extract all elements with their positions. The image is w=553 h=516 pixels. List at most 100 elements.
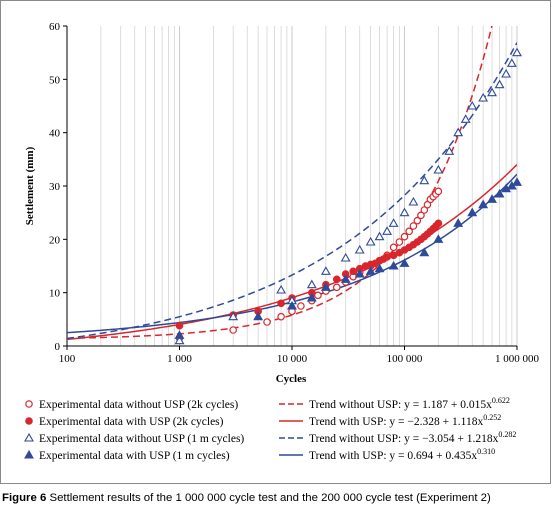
data-point [277,312,285,321]
data-point [467,100,478,110]
data-point [467,207,478,217]
data-point [389,243,398,252]
legend-marker [25,400,33,408]
legend-label: Trend without USP: y = 1.187 + 0.015x0.6… [309,396,510,411]
legend-marker [25,417,33,425]
data-point [374,263,385,273]
x-tick-label: 100 [59,353,76,365]
data-point [174,330,185,339]
data-point [320,282,331,291]
legend-label: Trend with USP: y = 0.694 + 0.435x0.310 [309,447,495,462]
series-4 [174,177,522,339]
data-point [399,207,410,217]
data-point [487,87,497,97]
data-point [417,211,425,220]
caption-label: Figure 6 [2,492,47,504]
data-point [263,318,271,326]
x-tick-label: 100 000 [387,353,423,365]
grid [66,26,518,346]
y-axis-title: Settlement (mm) [24,146,36,225]
data-point [340,274,351,283]
data-point [388,260,399,270]
data-point [506,58,517,67]
data-point [340,252,351,262]
data-point [413,216,422,225]
data-point [332,275,341,284]
tick-labels: 0 10 20 30 40 50 60 100 1 000 10 000 100 000 1 000 … [49,21,540,365]
data-point [365,236,376,246]
legend-marker [24,432,34,442]
data-point [419,175,430,185]
data-point [228,311,239,321]
x-tick-label: 10 000 [277,353,308,365]
data-point [408,196,419,206]
data-point [174,335,185,345]
data-point [306,292,317,302]
data-point [494,79,505,89]
legend-label: Experimental data with USP (2k cycles) [39,416,224,428]
y-tick-label: 20 [49,234,61,246]
data-point [399,258,410,267]
data-point [229,326,237,334]
caption-text: Settlement results of the 1 000 000 cycl… [46,492,491,504]
data-point [395,238,404,246]
y-tick-label: 10 [49,288,61,300]
data-point [276,284,287,294]
figure-caption: Figure 6 Settlement results of the 1 000… [2,492,552,504]
data-point [297,302,305,310]
legend: Experimental data without USP (2k cycles… [24,396,516,462]
data-point [175,321,184,330]
data-point [287,300,297,310]
data-point [419,247,430,257]
data-point [434,187,443,196]
data-point [306,279,317,289]
data-points [174,47,522,345]
data-point [354,244,365,254]
data-point [420,206,429,214]
legend-label: Experimental data with USP (1 m cycles) [39,450,230,462]
data-point [453,127,464,137]
data-point [478,92,489,102]
data-point [487,194,497,203]
data-point [409,222,418,230]
data-point [349,267,358,276]
legend-label: Trend without USP: y = −3.054 + 1.218x0.… [309,430,516,445]
legend-marker [24,449,34,459]
data-point [354,268,365,278]
y-tick-label: 50 [49,74,61,86]
data-point [332,283,341,292]
data-point [382,226,393,235]
data-point [478,199,489,209]
data-point [494,188,505,198]
data-point [433,234,444,243]
y-tick-label: 0 [55,341,61,353]
legend-label: Experimental data without USP (2k cycles… [39,399,238,411]
data-point [388,218,399,227]
x-tick-label: 1 000 [167,353,192,365]
data-point [434,219,443,228]
data-point [433,164,444,174]
data-point [374,231,385,241]
y-tick-label: 60 [49,21,61,33]
series-3 [174,47,522,345]
figure-frame: 0 10 20 30 40 50 60 100 1 000 10 000 100 000 1 000 … [0,0,551,484]
data-point [460,114,471,123]
data-point [314,291,322,300]
data-point [512,47,522,57]
data-point [320,266,331,275]
data-point [501,68,512,78]
legend-label: Experimental data without USP (1 m cycle… [39,433,244,445]
data-point [400,232,409,241]
settlement-chart: 0 10 20 30 40 50 60 100 1 000 10 000 100 000 1 000 … [24,21,540,462]
legend-label: Trend with USP: y = −2.328 + 1.118x0.252 [309,413,501,428]
data-point [253,311,264,321]
x-axis-title: Cycles [276,373,307,385]
data-point [453,218,464,227]
y-tick-label: 30 [49,181,61,193]
x-tick-label: 1 000 000 [495,353,540,365]
data-point [277,299,285,308]
data-point [512,177,522,186]
y-tick-label: 40 [49,128,61,140]
trend-line-3 [67,42,517,340]
data-point [365,266,376,275]
